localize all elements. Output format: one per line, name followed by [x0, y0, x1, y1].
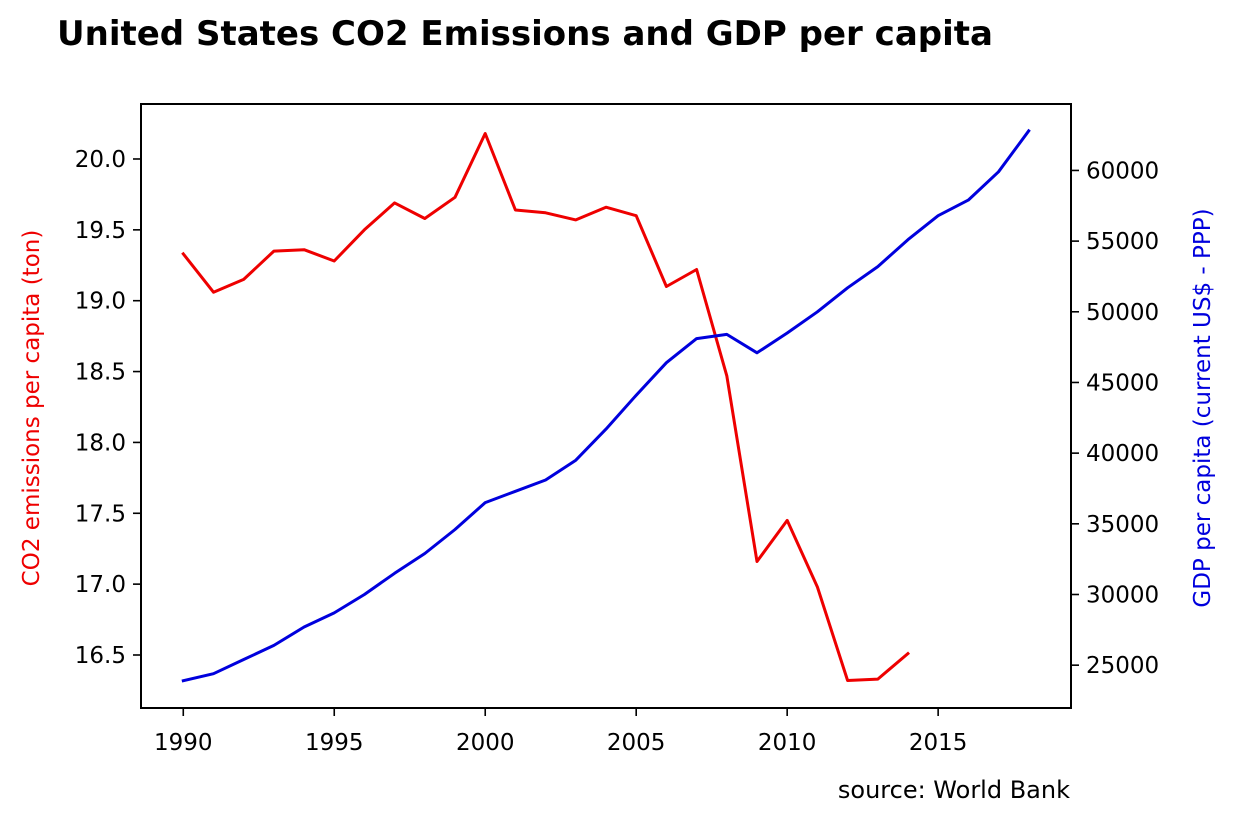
right-tick-label: 60000	[1086, 158, 1159, 184]
plot-frame	[140, 103, 1072, 709]
left-tick-label: 16.5	[75, 643, 126, 669]
gdp-series-line	[181, 128, 1031, 683]
right-tick-label: 55000	[1086, 229, 1159, 255]
left-tick-label: 17.0	[75, 572, 126, 598]
x-tick-label: 1990	[154, 730, 213, 756]
right-tick-label: 35000	[1086, 512, 1159, 538]
left-tick-label: 18.5	[75, 360, 126, 386]
x-tick-label: 1995	[305, 730, 364, 756]
chart-title: United States CO2 Emissions and GDP per …	[57, 14, 993, 54]
x-tick-label: 2005	[607, 730, 666, 756]
left-tick-label: 19.0	[75, 289, 126, 315]
source-note: source: World Bank	[837, 776, 1070, 804]
left-tick-label: 19.5	[75, 218, 126, 244]
x-tick-label: 2000	[456, 730, 515, 756]
left-axis-label: CO2 emissions per capita (ton)	[19, 230, 45, 587]
right-tick-label: 40000	[1086, 441, 1159, 467]
right-tick-label: 30000	[1086, 582, 1159, 608]
left-tick-label: 17.5	[75, 501, 126, 527]
right-axis-label: GDP per capita (current US$ - PPP)	[1190, 208, 1216, 607]
x-tick-label: 2010	[758, 730, 817, 756]
right-tick-label: 45000	[1086, 370, 1159, 396]
co2-series-line	[181, 132, 911, 682]
right-tick-label: 25000	[1086, 653, 1159, 679]
left-tick-label: 18.0	[75, 430, 126, 456]
series-group	[181, 128, 1031, 683]
right-tick-label: 50000	[1086, 300, 1159, 326]
left-ticks-group: 16.5 17.0 17.5 18.0 18.5 19.0 19.5 20.0	[75, 147, 141, 669]
plot-frame-group	[140, 103, 1072, 709]
right-ticks-group: 25000 30000 35000 40000 45000 50000 55000 60000	[1071, 158, 1159, 679]
x-ticks-group: 1990 1995 2000 2005 2010 2015	[154, 708, 967, 756]
left-tick-label: 20.0	[75, 147, 126, 173]
x-tick-label: 2015	[909, 730, 968, 756]
